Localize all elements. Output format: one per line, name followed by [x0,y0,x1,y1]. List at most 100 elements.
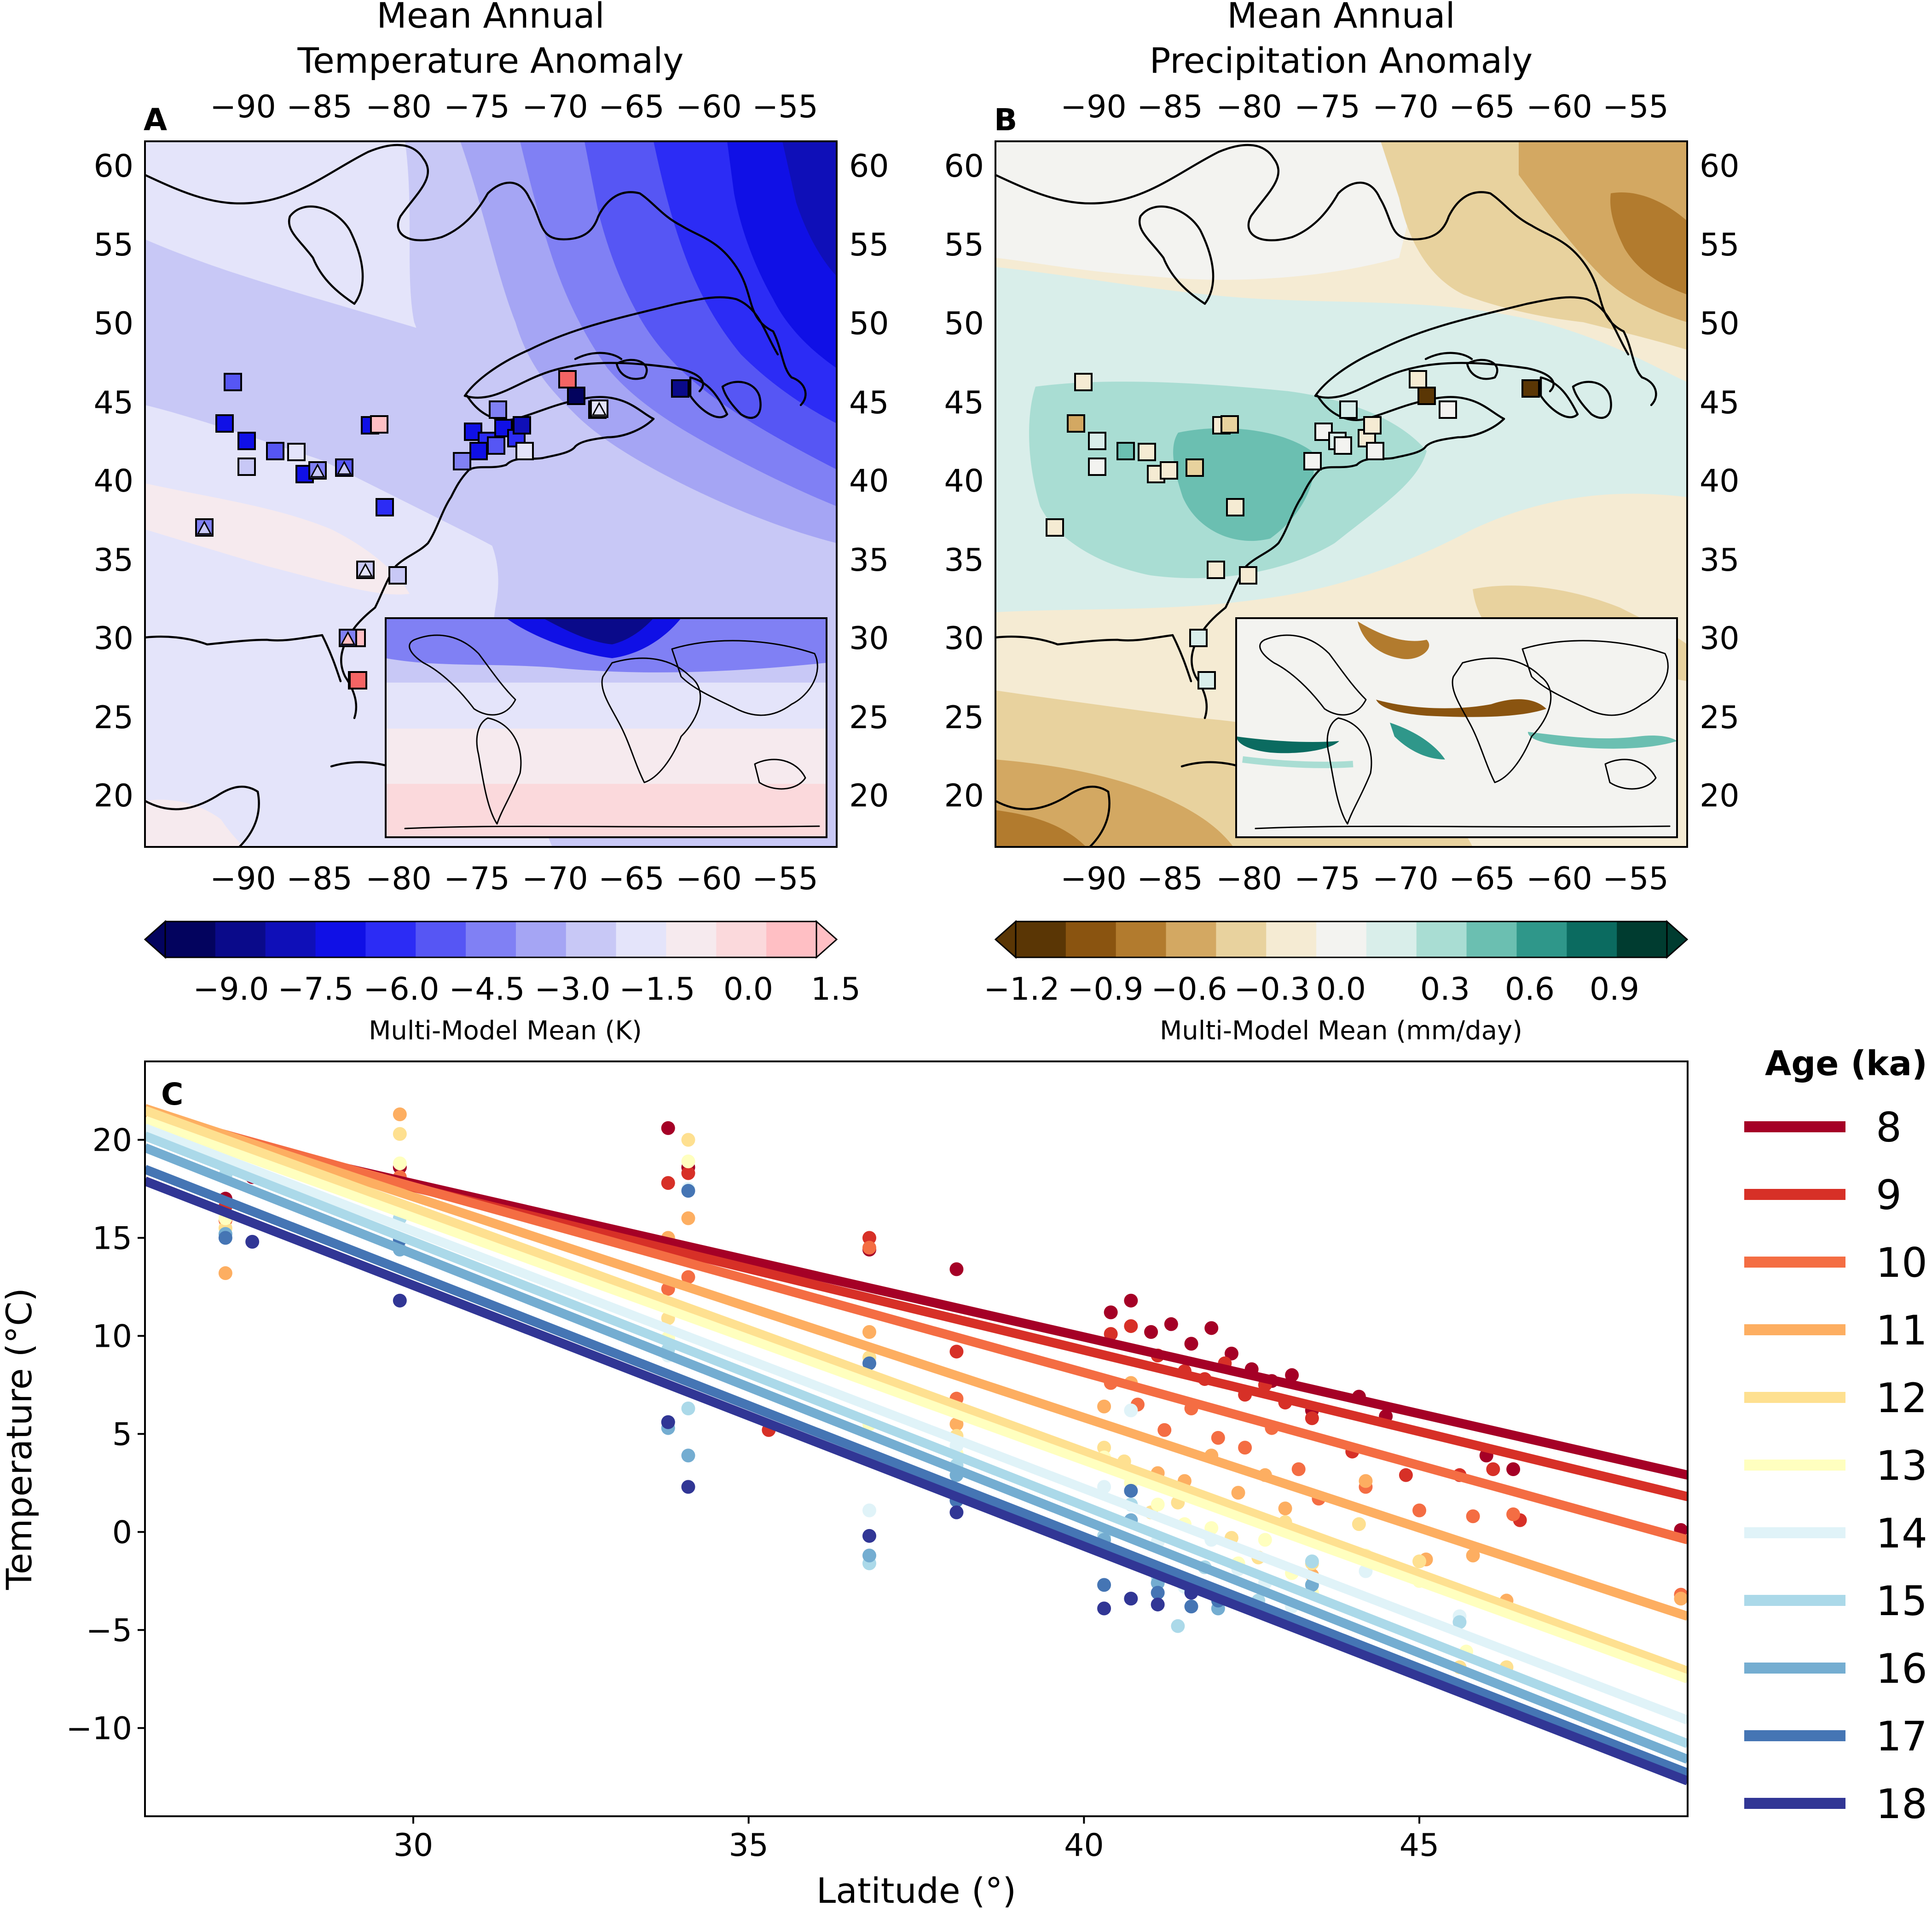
precip-colorbar-swatch [1516,921,1568,957]
data-point-age-11 [218,1266,232,1280]
data-point-age-9 [661,1176,675,1190]
panel-a-lat-ticks-right: 60 55 50 45 40 35 30 25 20 [849,148,889,814]
y-tick-label: −10 [66,1710,132,1747]
temp-colorbar-swatch [265,921,316,957]
data-point-age-18 [1124,1592,1138,1606]
data-point-age-8 [1285,1368,1299,1382]
panel-c-x-ticks: 30 35 40 45 [393,1816,1439,1864]
svg-text:50: 50 [944,306,984,342]
svg-text:−55: −55 [1602,89,1669,125]
panel-b-frame [995,140,1688,848]
svg-text:−55: −55 [752,861,818,897]
svg-text:0.3: 0.3 [1420,971,1470,1008]
svg-text:−1.5: −1.5 [619,971,695,1008]
svg-text:−85: −85 [286,861,353,897]
data-point-age-15 [1305,1554,1319,1569]
svg-text:55: 55 [849,227,889,263]
svg-text:−70: −70 [1372,861,1439,897]
data-point-age-12 [681,1133,695,1147]
svg-text:40: 40 [1700,463,1740,499]
svg-text:−85: −85 [1137,89,1203,125]
svg-text:40: 40 [849,463,889,499]
data-point-age-11 [393,1107,407,1122]
panel-c-frame [144,1060,1689,1817]
data-point-age-8 [661,1121,675,1135]
svg-text:−60: −60 [1526,861,1592,897]
panel-b-colorbar: −1.2 −0.9 −0.6 −0.3 0.0 0.3 0.6 0.9 Mult… [983,920,1689,1046]
svg-text:−70: −70 [522,861,588,897]
svg-text:55: 55 [1700,227,1740,263]
data-point-age-9 [1486,1462,1500,1477]
legend-label-11: 11 [1876,1307,1927,1354]
data-point-age-9 [1399,1468,1413,1482]
svg-text:45: 45 [849,385,889,421]
panel-b-lon-ticks-top: −90 −85 −80 −75 −70 −65 −60 −55 [1060,89,1669,125]
data-point-age-8 [1144,1325,1158,1339]
panel-b-title-line2: Precipitation Anomaly [1150,40,1533,81]
data-point-age-12 [1097,1441,1111,1455]
precip-colorbar-swatch [1466,921,1517,957]
data-point-age-8 [1204,1321,1219,1335]
temp-colorbar-swatch [666,921,717,957]
svg-text:−0.3: −0.3 [1234,971,1310,1008]
svg-text:−70: −70 [1372,89,1439,125]
svg-text:55: 55 [944,227,984,263]
svg-text:−55: −55 [1602,861,1669,897]
panel-a-lat-ticks-left: 60 55 50 45 40 35 30 25 20 [93,148,133,814]
data-point-age-15 [1452,1615,1467,1629]
fit-line-age-10 [145,1108,1688,1545]
data-point-age-11 [1231,1486,1245,1500]
svg-text:25: 25 [849,700,889,736]
data-point-age-14 [1124,1403,1138,1418]
panel-b-lat-ticks-right: 60 55 50 45 40 35 30 25 20 [1700,148,1740,814]
panel-c: C 30 35 40 45 20 15 10 5 0 −5 −10 Latitude (°) Te… [0,1044,1927,1911]
panel-c-x-label: Latitude (°) [816,1870,1016,1911]
data-point-age-10 [1211,1431,1225,1445]
x-tick-label: 40 [1064,1827,1104,1864]
data-point-age-17 [1097,1578,1111,1592]
legend-label-17: 17 [1876,1713,1927,1760]
temp-colorbar-swatch [716,921,767,957]
data-point-age-9 [1305,1411,1319,1425]
data-point-age-9 [862,1231,876,1245]
panel-a-frame [144,140,838,848]
y-tick-label: 5 [112,1416,132,1453]
panel-c-letter: C [161,1077,183,1112]
svg-text:−65: −65 [598,861,665,897]
data-point-age-8 [1164,1317,1178,1331]
svg-text:−65: −65 [1449,861,1515,897]
data-point-age-10 [1506,1507,1521,1521]
precip-colorbar-swatch [1266,921,1317,957]
panel-c-y-label: Temperature (°C) [0,1288,40,1590]
svg-text:−90: −90 [1060,861,1127,897]
temp-colorbar-swatch [515,921,567,957]
legend-label-15: 15 [1876,1577,1927,1625]
panel-c-fit-lines [145,1104,1688,1785]
data-point-age-18 [661,1415,675,1429]
y-tick-label: 15 [92,1220,132,1257]
data-point-age-10 [1412,1503,1427,1518]
panel-b-inset [1235,617,1678,838]
data-point-age-10 [1291,1462,1306,1477]
data-point-age-8 [949,1262,964,1276]
panel-a-colorbar: −9.0 −7.5 −6.0 −4.5 −3.0 −1.5 0.0 1.5 Mu… [144,920,861,1046]
panel-b-colorbar-label: Multi-Model Mean (mm/day) [1160,1016,1522,1046]
svg-text:−80: −80 [1216,861,1282,897]
svg-text:30: 30 [849,620,889,657]
svg-text:60: 60 [93,148,133,185]
fit-line-age-11 [145,1104,1688,1621]
data-point-age-13 [681,1154,695,1169]
data-point-age-17 [1184,1599,1198,1614]
panel-b-lat-ticks-left: 60 55 50 45 40 35 30 25 20 [944,148,984,814]
panel-a-colorbar-label: Multi-Model Mean (K) [369,1016,642,1046]
precip-colorbar-swatch [1567,921,1618,957]
temp-colorbar-swatch [616,921,667,957]
svg-text:−90: −90 [210,89,276,125]
temp-colorbar-swatch [466,921,516,957]
legend-label-16: 16 [1876,1645,1927,1692]
svg-text:−80: −80 [1216,89,1282,125]
legend-label-10: 10 [1876,1239,1927,1286]
legend-label-12: 12 [1876,1374,1927,1422]
data-point-age-11 [1097,1399,1111,1414]
